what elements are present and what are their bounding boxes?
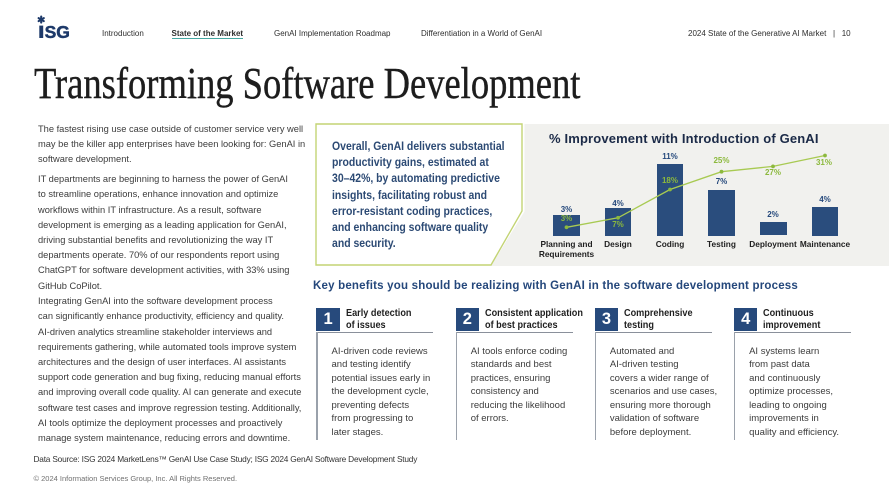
svg-text:SG: SG (45, 22, 70, 40)
